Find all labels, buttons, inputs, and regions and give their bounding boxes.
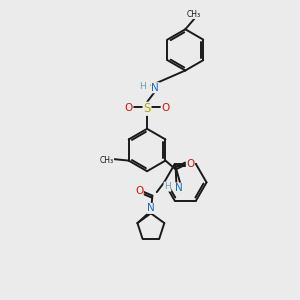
Text: O: O — [125, 103, 133, 113]
Text: H: H — [164, 182, 171, 191]
Text: N: N — [152, 83, 159, 93]
Text: N: N — [175, 183, 182, 193]
Text: O: O — [135, 186, 143, 196]
Text: O: O — [186, 159, 195, 169]
Text: N: N — [147, 203, 155, 213]
Text: CH₃: CH₃ — [187, 10, 201, 19]
Text: O: O — [161, 103, 170, 113]
Text: H: H — [139, 82, 146, 91]
Text: S: S — [143, 102, 151, 115]
Text: CH₃: CH₃ — [100, 156, 114, 165]
